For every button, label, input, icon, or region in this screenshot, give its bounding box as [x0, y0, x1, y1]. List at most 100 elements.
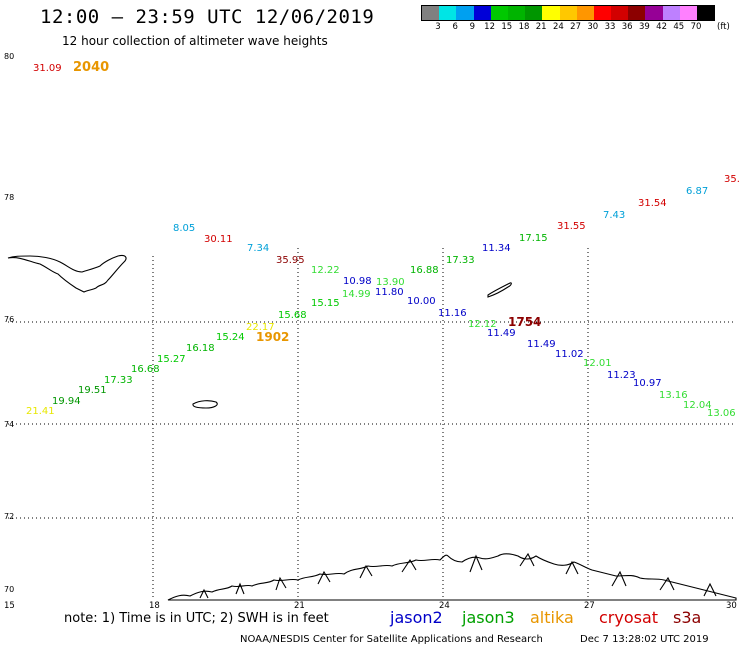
- legend-swatch: [559, 6, 577, 20]
- generated-timestamp: Dec 7 13:28:02 UTC 2019: [580, 634, 709, 645]
- wave-height-label: 30.11: [204, 234, 233, 245]
- legend-tick-label: 39: [638, 22, 650, 32]
- legend-tick-label: 6: [452, 22, 458, 32]
- legend-tick-label: 33: [604, 22, 616, 32]
- observation-labels: 21.4119.9419.5117.3316.6815.2716.1815.24…: [26, 174, 740, 419]
- legend-tick-label: 3: [435, 22, 441, 32]
- coastline-layer: [7, 254, 737, 601]
- legend-swatch: [525, 6, 543, 20]
- wave-height-label: 16.68: [131, 364, 160, 375]
- norway-fjords-detail: [199, 552, 717, 599]
- wave-height-label: 11.49: [487, 328, 516, 339]
- wave-height-label: 12.01: [583, 358, 612, 369]
- legend-swatch: [628, 6, 646, 20]
- wave-height-label: 14.99: [342, 289, 371, 300]
- wave-height-label: 11.16: [438, 308, 467, 319]
- wave-height-label: 12.22: [311, 265, 340, 276]
- wave-height-label: 11.02: [555, 349, 584, 360]
- legend-tick-label: 42: [656, 22, 667, 32]
- legend-swatch: [662, 6, 680, 20]
- longitude-labels: 15 18 21 24 27 30: [4, 601, 737, 611]
- lat-label-76: 76: [4, 315, 14, 324]
- legend-swatch: [576, 6, 594, 20]
- wave-height-label: 10.98: [343, 276, 372, 287]
- lat-label-74: 74: [4, 420, 14, 429]
- wave-height-label: 13.16: [659, 390, 688, 401]
- wave-height-label: 8.05: [173, 223, 195, 234]
- legend-swatch: [490, 6, 508, 20]
- satellite-legend-s3a: s3a: [673, 608, 702, 627]
- wave-height-label: 7.43: [603, 210, 625, 221]
- wave-height-label: 13.90: [376, 277, 405, 288]
- wave-height-label: 19.94: [52, 396, 81, 407]
- legend-unit: (ft): [717, 22, 730, 32]
- wave-height-label: 31.54: [638, 198, 667, 209]
- legend-swatch: [645, 6, 663, 20]
- wave-height-label: 11.80: [375, 287, 404, 298]
- wave-height-label: 15.15: [311, 298, 340, 309]
- legend-tick-label: 15: [501, 22, 513, 32]
- legend-swatch: [456, 6, 474, 20]
- legend-tick-label: 70: [690, 22, 702, 32]
- wave-height-label: 19.51: [78, 385, 107, 396]
- lat-label-72: 72: [4, 512, 14, 521]
- corner-wave-height: 31.09: [33, 63, 62, 74]
- wave-height-label: 16.88: [410, 265, 439, 276]
- lat-label-80: 80: [4, 52, 14, 61]
- wave-height-label: 16.18: [186, 343, 215, 354]
- lon-label-24: 24: [439, 601, 450, 611]
- lat-label-78: 78: [4, 193, 14, 202]
- legend-tick-label: 30: [587, 22, 599, 32]
- wave-height-label: 31.55: [557, 221, 586, 232]
- norway-north-coast: [167, 553, 737, 601]
- wave-height-label: 17.15: [519, 233, 548, 244]
- wave-height-label: 1902: [256, 330, 289, 344]
- lon-label-15: 15: [4, 601, 15, 611]
- wave-height-label: 13.06: [707, 408, 736, 419]
- satellite-legend-cryosat: cryosat: [599, 608, 659, 627]
- legend-swatch: [439, 6, 457, 20]
- legend-tick-label: 21: [535, 22, 547, 32]
- wave-height-label: 35.: [724, 174, 740, 185]
- legend-swatch: [697, 6, 715, 20]
- legend-tick-label: 9: [469, 22, 476, 32]
- wave-height-label: 17.33: [104, 375, 133, 386]
- graticule: [8, 248, 736, 600]
- wave-height-label: 17.33: [446, 255, 475, 266]
- lon-label-30: 30: [726, 601, 737, 611]
- wave-height-label: 12.12: [468, 319, 497, 330]
- wave-height-label: 15.68: [278, 310, 307, 321]
- footer-note: note: 1) Time is in UTC; 2) SWH is in fe…: [64, 611, 329, 626]
- wave-height-label: 7.34: [247, 243, 269, 254]
- wave-height-label: 11.34: [482, 243, 511, 254]
- legend-swatch: [679, 6, 697, 20]
- wave-height-label: 11.49: [527, 339, 556, 350]
- wave-height-label: 21.41: [26, 406, 55, 417]
- wave-height-label: 35.95: [276, 255, 305, 266]
- wave-height-label: 15.27: [157, 354, 186, 365]
- lon-label-27: 27: [584, 601, 595, 611]
- wave-height-label: 12.04: [683, 400, 712, 411]
- legend-tick-label: 27: [570, 22, 581, 32]
- legend-tick-label: 12: [484, 22, 495, 32]
- bear-island: [192, 400, 218, 409]
- wave-height-label: 22.17: [246, 322, 275, 333]
- satellite-legend-altika: altika: [530, 608, 574, 627]
- legend-swatch: [593, 6, 612, 20]
- legend-swatch: [422, 6, 440, 20]
- lon-label-21: 21: [294, 601, 305, 611]
- legend-swatch: [542, 6, 560, 20]
- page-subtitle: 12 hour collection of altimeter wave hei…: [62, 34, 328, 48]
- wave-height-label: 10.00: [407, 296, 436, 307]
- legend-tick-label: 18: [518, 22, 530, 32]
- legend-tick-label: 45: [673, 22, 685, 32]
- wave-height-label: 11.23: [607, 370, 636, 381]
- color-legend-bar: [421, 5, 716, 21]
- lat-label-70: 70: [4, 585, 14, 594]
- legend-swatch: [611, 6, 629, 20]
- latitude-labels: 80 78 76 74 72 70: [4, 52, 14, 594]
- credit-line: NOAA/NESDIS Center for Satellite Applica…: [240, 634, 543, 645]
- svalbard-bear-island-west-coast: [7, 254, 127, 293]
- wave-height-label: 6.87: [686, 186, 708, 197]
